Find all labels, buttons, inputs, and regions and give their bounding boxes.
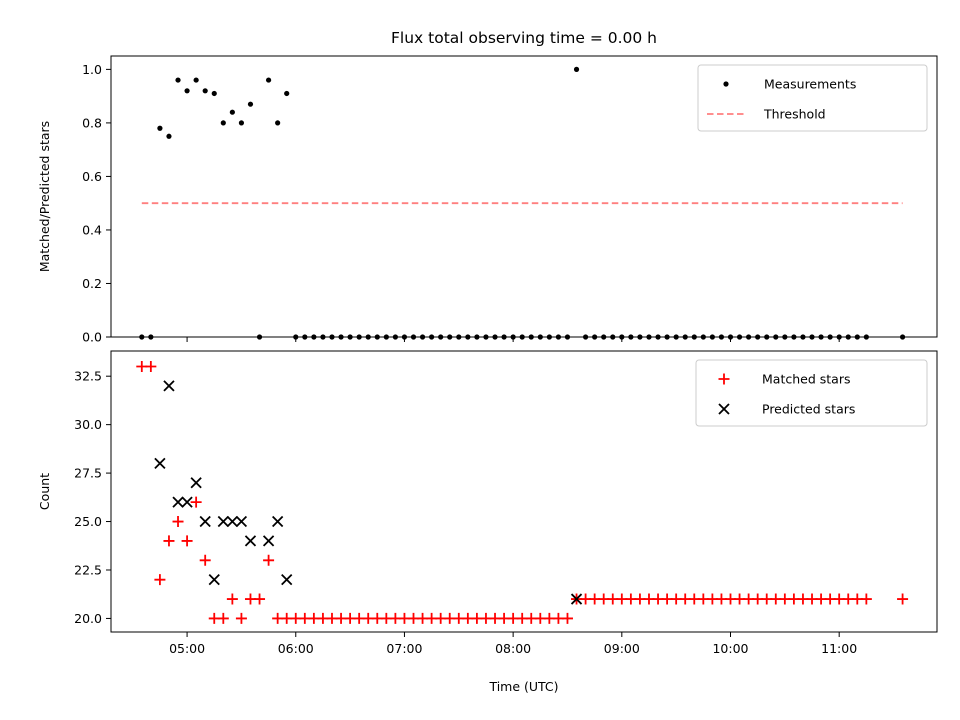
matched-star-marker [561, 612, 573, 624]
measurement-point [184, 88, 190, 94]
legend-marker-plus [718, 373, 730, 385]
y-tick-label: 22.5 [74, 562, 102, 577]
legend: Matched stars Predicted stars [695, 359, 928, 427]
predicted-star-marker [570, 593, 583, 605]
measurement-point [211, 90, 217, 97]
legend-marker-dot [723, 81, 729, 87]
measurement-point [166, 133, 172, 139]
y-tick-label: 0.6 [82, 169, 102, 184]
predicted-star-marker [163, 380, 175, 392]
predicted-star-marker [281, 574, 293, 586]
y-tick-label: 0.8 [82, 115, 102, 130]
measurement-point [193, 77, 199, 83]
legend-label: Threshold [763, 107, 826, 122]
x-tick-label: 05:00 [169, 641, 205, 656]
legend-marker-x [718, 403, 730, 415]
matched-star-marker [145, 361, 157, 373]
measurement-point [573, 66, 580, 72]
y-tick-label: 32.5 [74, 369, 102, 384]
predicted-star-marker [181, 496, 193, 508]
legend-label: Measurements [764, 77, 856, 92]
axes-frame [110, 55, 938, 338]
measurement-point [229, 109, 235, 115]
predicted-star-marker [226, 515, 239, 528]
predicted-star-marker [208, 574, 220, 586]
series-1 [154, 380, 583, 605]
y-tick-label: 0.4 [82, 222, 102, 237]
matched-star-marker [154, 574, 166, 586]
matched-star-marker [226, 593, 238, 605]
matched-star-marker [172, 516, 184, 528]
y-tick-label: 0.2 [82, 276, 102, 291]
legend-box [695, 359, 928, 427]
predicted-star-marker [199, 515, 211, 528]
x-tick-label: 10:00 [712, 641, 748, 656]
measurement-point [265, 77, 272, 83]
y-tick-label: 1.0 [82, 62, 102, 77]
measurement-point [175, 77, 181, 83]
matched-star-marker [199, 554, 211, 566]
measurement-point [220, 120, 226, 126]
matched-star-marker [860, 593, 872, 605]
y-tick-label: 0.0 [82, 330, 102, 345]
predicted-star-marker [244, 535, 257, 547]
predicted-star-marker [172, 496, 184, 508]
matched-star-marker [263, 554, 275, 566]
series-0 [136, 361, 909, 624]
matched-star-marker [181, 535, 193, 547]
x-tick-label: 06:00 [278, 641, 314, 656]
predicted-star-marker [217, 515, 229, 528]
predicted-star-marker [262, 535, 275, 547]
measurement-point [202, 88, 208, 94]
legend-box [697, 64, 928, 132]
legend: Measurements Threshold [697, 64, 928, 132]
chart-title: Flux total observing time = 0.00 h [391, 29, 657, 47]
matched-star-marker [254, 593, 266, 605]
measurement-point [275, 120, 281, 126]
predicted-star-marker [272, 515, 284, 528]
x-tick-label: 09:00 [604, 641, 640, 656]
bottom-panel: 20.0 22.5 25.0 27.5 30.0 32.5 05:00 06:00 07:00 0… [37, 350, 938, 694]
y-tick-label: 20.0 [74, 611, 102, 626]
x-tick-label: 08:00 [495, 641, 531, 656]
y-axis-label: Matched/Predicted stars [37, 121, 52, 272]
matched-star-marker [217, 612, 229, 624]
x-axis-label: Time (UTC) [488, 679, 558, 694]
measurement-point [247, 101, 254, 107]
predicted-star-marker [190, 477, 202, 489]
matched-star-marker [190, 496, 202, 508]
y-tick-label: 30.0 [74, 417, 102, 432]
measurement-point [157, 125, 163, 131]
matched-star-marker [235, 612, 247, 624]
y-tick-label: 25.0 [74, 514, 102, 529]
y-axis-label: Count [37, 473, 52, 510]
measurement-point [284, 90, 290, 97]
predicted-star-marker [235, 515, 248, 528]
x-tick-label: 11:00 [821, 641, 857, 656]
legend-label: Matched stars [762, 372, 850, 387]
legend-label: Predicted stars [762, 402, 855, 417]
predicted-star-marker [154, 457, 166, 470]
axes-frame [110, 350, 938, 633]
matched-star-marker [163, 535, 175, 547]
y-tick-label: 27.5 [74, 466, 102, 481]
x-tick-label: 07:00 [386, 641, 422, 656]
measurement-point [238, 120, 245, 126]
top-panel: 0.0 0.2 0.4 0.6 0.8 1.0 Matched/Predicted star… [37, 55, 938, 345]
matched-star-marker [897, 593, 909, 605]
